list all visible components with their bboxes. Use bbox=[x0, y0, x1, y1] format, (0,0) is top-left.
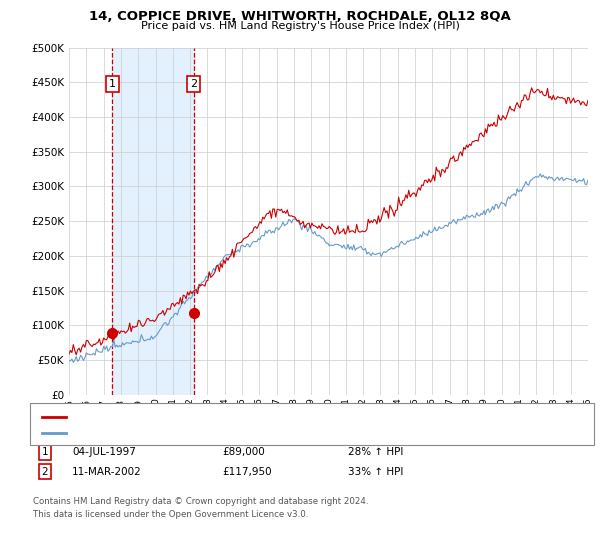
Text: 14, COPPICE DRIVE, WHITWORTH, ROCHDALE, OL12 8QA (detached house): 14, COPPICE DRIVE, WHITWORTH, ROCHDALE, … bbox=[70, 411, 438, 421]
Text: 2: 2 bbox=[190, 79, 197, 89]
Text: 1: 1 bbox=[109, 79, 116, 89]
Text: Price paid vs. HM Land Registry's House Price Index (HPI): Price paid vs. HM Land Registry's House … bbox=[140, 21, 460, 31]
Text: 11-MAR-2002: 11-MAR-2002 bbox=[72, 466, 142, 477]
Text: £117,950: £117,950 bbox=[222, 466, 272, 477]
Text: 04-JUL-1997: 04-JUL-1997 bbox=[72, 447, 136, 458]
Text: This data is licensed under the Open Government Licence v3.0.: This data is licensed under the Open Gov… bbox=[33, 510, 308, 519]
Text: HPI: Average price, detached house, Rossendale: HPI: Average price, detached house, Ross… bbox=[70, 427, 307, 437]
Text: 28% ↑ HPI: 28% ↑ HPI bbox=[348, 447, 403, 458]
Text: 33% ↑ HPI: 33% ↑ HPI bbox=[348, 466, 403, 477]
Bar bbox=[112, 48, 194, 395]
Text: 14, COPPICE DRIVE, WHITWORTH, ROCHDALE, OL12 8QA: 14, COPPICE DRIVE, WHITWORTH, ROCHDALE, … bbox=[89, 10, 511, 23]
Text: £89,000: £89,000 bbox=[222, 447, 265, 458]
Text: 1: 1 bbox=[41, 447, 49, 458]
Text: Contains HM Land Registry data © Crown copyright and database right 2024.: Contains HM Land Registry data © Crown c… bbox=[33, 497, 368, 506]
Text: 2: 2 bbox=[41, 466, 49, 477]
